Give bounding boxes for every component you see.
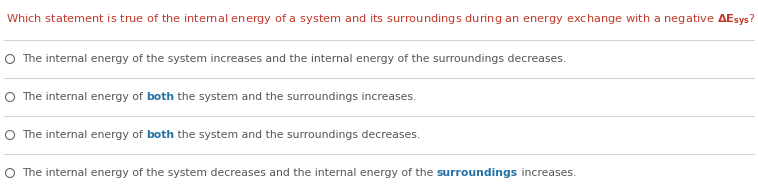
Text: The internal energy of the system increases and the internal energy of the surro: The internal energy of the system increa… <box>22 54 566 64</box>
Text: The internal energy of: The internal energy of <box>22 92 146 102</box>
Text: both: both <box>146 92 174 102</box>
Text: the system and the surroundings increases.: the system and the surroundings increase… <box>174 92 417 102</box>
Text: Which statement is true of the internal energy of a system and its surroundings : Which statement is true of the internal … <box>6 13 756 29</box>
Text: The internal energy of the system decreases and the internal energy of the: The internal energy of the system decrea… <box>22 168 437 178</box>
Text: the system and the surroundings decreases.: the system and the surroundings decrease… <box>174 130 421 140</box>
Text: surroundings: surroundings <box>437 168 518 178</box>
Text: increases.: increases. <box>518 168 576 178</box>
Text: The internal energy of: The internal energy of <box>22 130 146 140</box>
Text: both: both <box>146 130 174 140</box>
